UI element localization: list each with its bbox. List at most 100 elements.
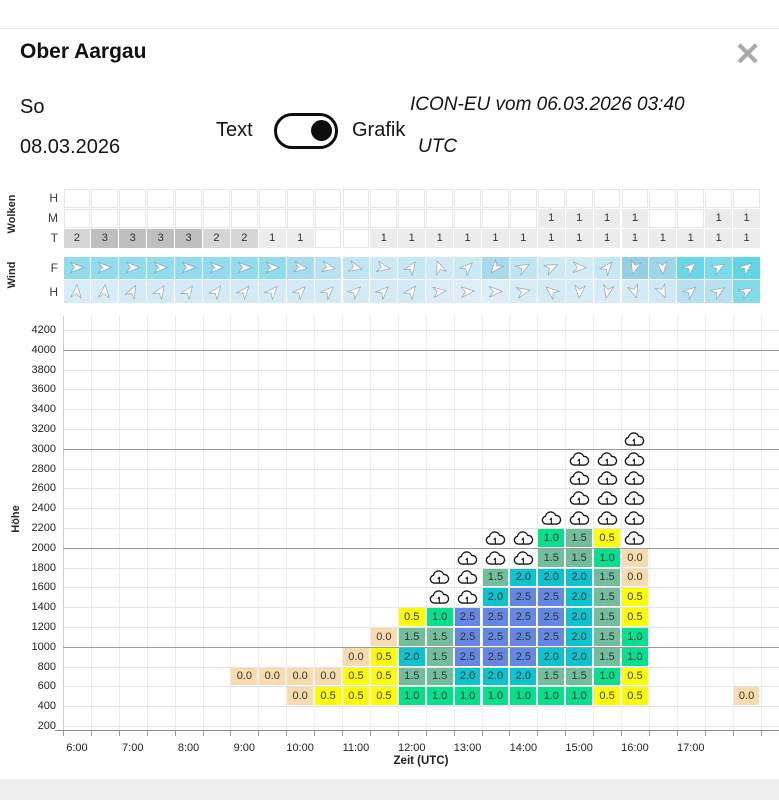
wolken-cell: 2 [230,228,258,248]
cloud-updraft-icon [457,570,478,585]
wind-arrow-icon [572,261,587,274]
x-tick [118,731,120,736]
wolken-cell [426,188,454,208]
y-tick-label: 3800 [31,363,56,376]
wolken-cell [147,188,175,208]
wind-arrow-icon [738,263,753,277]
close-icon[interactable]: ✕ [734,36,761,72]
gridline-v [704,316,706,730]
x-tick [509,731,511,736]
wolken-cell [509,188,537,208]
wind-arrow-icon [124,284,137,300]
wolken-cell [565,188,593,208]
wind-arrow-cell [314,280,342,303]
thermal-cell: 1.0 [622,647,648,666]
wolken-cell: 1 [454,228,481,248]
wolken-cell: 1 [593,208,621,228]
wind-arrow-cell [258,280,286,303]
gridline-v [676,316,678,730]
wolken-cell [91,208,119,228]
gridline-v [342,316,343,730]
thermal-cell: 1.5 [594,608,620,626]
text-grafik-toggle[interactable] [274,113,338,149]
wind-arrow-cell [314,256,342,279]
thermal-cell: 1.0 [426,608,453,626]
wolken-cell [258,208,286,228]
toggle-knob[interactable] [311,120,332,141]
thermal-cell: 1.0 [538,687,565,706]
x-tick-label: 9:00 [233,742,256,754]
y-tick-label: 3400 [31,403,56,416]
cloud-updraft-icon [597,511,617,525]
gridline-v [202,316,204,730]
model-utc-label: UTC [418,136,458,157]
thermal-cell: 2.5 [510,588,537,607]
wind-arrow-cell [342,256,370,279]
gridline-v [90,316,92,730]
wolken-cell [649,188,677,208]
thermal-cloud-cell [622,529,648,547]
thermal-cell: 2.0 [566,628,593,646]
thermal-cell: 1.5 [398,667,425,686]
thermal-cell: 2.5 [454,628,481,646]
wind-arrow-icon [236,285,250,300]
gridline-v [509,316,511,730]
cloud-updraft-icon [625,451,645,466]
wolken-cell [63,188,91,208]
thermal-cell: 0.0 [315,667,341,686]
cloud-updraft-icon [541,511,561,525]
wind-arrow-cell [509,256,537,279]
thermal-cell: 2.5 [510,608,537,626]
cloud-updraft-icon [429,570,450,585]
wind-arrow-cell [454,280,481,303]
thermal-cell: 0.5 [343,687,369,706]
wolken-cell: 1 [258,228,286,248]
wolken-cell [677,208,705,228]
weekday-label: So [20,96,45,118]
wind-arrow-cell [342,280,370,303]
thermal-cell: 1.5 [594,568,620,587]
x-tick [286,731,288,736]
x-tick-label: 15:00 [565,742,593,754]
wolken-cell [286,188,314,208]
x-tick-label: 10:00 [286,742,314,754]
wind-arrow-icon [98,284,110,299]
wind-arrow-icon [460,286,475,298]
wolken-cell [119,188,147,208]
wind-arrow-icon [682,262,697,277]
x-tick [425,731,427,736]
wind-arrow-cell [258,256,286,279]
thermal-cell: 0.0 [622,568,648,587]
thermal-cell: 2.5 [510,628,537,646]
wind-arrow-icon [543,264,558,276]
thermal-cell: 0.5 [370,687,397,706]
thermal-cell: 0.5 [594,529,620,547]
wolken-group-label: Wolken [6,194,18,234]
x-tick-label: 14:00 [509,742,538,754]
wind-arrow-icon [403,285,417,300]
thermal-cell: 2.5 [454,608,481,626]
y-tick-label: 800 [37,660,56,673]
page-title: Ober Aargau [20,40,147,63]
thermal-cell: 0.5 [622,608,648,626]
thermal-cloud-cell [622,450,648,468]
wolken-cell: 1 [733,228,760,248]
x-tick [565,731,567,736]
x-tick [537,731,539,736]
wolken-cell: 1 [649,228,677,248]
thermal-cell: 1.0 [510,687,537,706]
thermal-cell: 1.5 [594,588,620,607]
gridline-h [63,706,779,708]
toggle-label-grafik[interactable]: Grafik [352,119,406,141]
wolken-cell [175,208,202,228]
wind-arrow-cell [370,280,398,303]
wind-arrow-cell [537,280,565,303]
thermal-cell: 1.5 [426,667,453,686]
y-tick-label: 1200 [31,621,56,633]
gridline-v [593,316,595,730]
gridline-v [258,316,260,730]
gridline-v [648,316,650,730]
y-tick-label: 4200 [31,324,56,336]
wind-arrow-icon [598,262,612,277]
toggle-label-text[interactable]: Text [216,119,253,141]
